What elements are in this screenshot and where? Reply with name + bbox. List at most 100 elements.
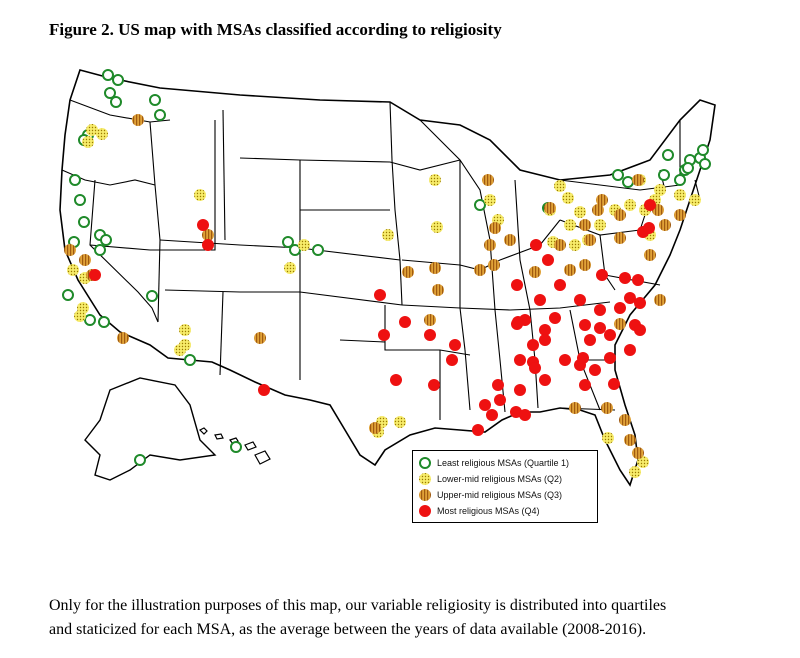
msa-marker-q1 [289,244,301,256]
msa-marker-q1 [697,144,709,156]
msa-marker-q3 [632,447,644,459]
msa-marker-q4 [559,354,571,366]
msa-marker-q4 [596,269,608,281]
msa-marker-q4 [530,239,542,251]
msa-marker-q3 [482,174,494,186]
legend-item-q2: Lower-mid religious MSAs (Q2) [418,471,562,487]
msa-marker-q1 [622,176,634,188]
msa-marker-q1 [134,454,146,466]
msa-marker-q3 [579,219,591,231]
legend-label-q1: Least religious MSAs (Quartile 1) [437,458,570,468]
msa-marker-q3 [544,202,556,214]
msa-marker-q1 [282,236,294,248]
upper-mid-religious-symbol [419,489,431,501]
hawaii-islands [198,427,271,465]
msa-marker-q4 [619,272,631,284]
msa-marker-q4 [519,409,531,421]
msa-marker-q2 [96,128,108,140]
legend-item-q4: Most religious MSAs (Q4) [418,503,540,519]
msa-marker-q1 [100,234,112,246]
msa-marker-q3 [654,294,666,306]
msa-marker-q4 [446,354,458,366]
msa-marker-q2 [629,466,641,478]
least-religious-symbol [419,457,431,469]
msa-marker-q4 [614,302,626,314]
msa-marker-q3 [202,229,214,241]
msa-marker-q4 [514,354,526,366]
msa-marker-q4 [632,274,644,286]
msa-marker-q1 [674,174,686,186]
lower-mid-religious-symbol [419,473,431,485]
msa-marker-q1 [230,441,242,453]
msa-marker-q1 [149,94,161,106]
msa-marker-q3 [564,264,576,276]
msa-marker-q2 [86,124,98,136]
msa-marker-q1 [146,290,158,302]
msa-marker-q2 [602,432,614,444]
msa-marker-q4 [378,329,390,341]
msa-marker-q3 [402,266,414,278]
msa-marker-q4 [574,294,586,306]
msa-marker-q3 [529,266,541,278]
msa-marker-q2 [484,194,496,206]
msa-marker-q1 [98,316,110,328]
most-religious-symbol [419,505,431,517]
msa-marker-q4 [577,352,589,364]
msa-marker-q4 [539,324,551,336]
msa-marker-q2 [574,206,586,218]
msa-marker-q2 [194,189,206,201]
msa-marker-q2 [298,239,310,251]
msa-marker-q2 [174,344,186,356]
msa-marker-q3 [64,244,76,256]
us-map [40,60,760,530]
msa-marker-q4 [624,344,636,356]
msa-marker-q4 [584,334,596,346]
msa-marker-q4 [594,304,606,316]
msa-marker-q2 [594,219,606,231]
msa-marker-q1 [74,194,86,206]
msa-marker-q4 [399,316,411,328]
msa-marker-q3 [644,249,656,261]
msa-marker-q1 [104,87,116,99]
msa-marker-q2 [429,174,441,186]
msa-marker-q4 [258,384,270,396]
msa-marker-q2 [82,136,94,148]
msa-marker-q4 [527,339,539,351]
msa-marker-q4 [604,329,616,341]
msa-marker-q1 [682,162,694,174]
msa-marker-q3 [624,434,636,446]
msa-marker-q2 [562,192,574,204]
legend-item-q1: Least religious MSAs (Quartile 1) [418,455,569,471]
msa-marker-q1 [474,199,486,211]
msa-marker-q1 [184,354,196,366]
msa-marker-q2 [74,310,86,322]
msa-marker-q4 [511,279,523,291]
msa-marker-q3 [596,194,608,206]
msa-marker-q4 [634,324,646,336]
msa-marker-q3 [592,204,604,216]
msa-marker-q4 [589,364,601,376]
msa-marker-q4 [449,339,461,351]
msa-marker-q2 [674,189,686,201]
msa-marker-q4 [604,352,616,364]
msa-marker-q2 [179,324,191,336]
msa-marker-q3 [424,314,436,326]
msa-marker-q3 [614,318,626,330]
msa-marker-q3 [432,284,444,296]
msa-marker-q4 [514,384,526,396]
legend-label-q3: Upper-mid religious MSAs (Q3) [437,490,563,500]
msa-marker-q4 [494,394,506,406]
msa-markers [62,69,711,478]
map-legend: Least religious MSAs (Quartile 1) Lower-… [412,450,598,523]
msa-marker-q1 [154,109,166,121]
msa-marker-q1 [658,169,670,181]
msa-marker-q4 [534,294,546,306]
msa-marker-q2 [431,221,443,233]
msa-marker-q4 [89,269,101,281]
msa-marker-q4 [644,199,656,211]
msa-marker-q3 [601,402,613,414]
msa-marker-q1 [69,174,81,186]
msa-marker-q4 [539,334,551,346]
msa-marker-q3 [674,209,686,221]
msa-marker-q4 [479,399,491,411]
